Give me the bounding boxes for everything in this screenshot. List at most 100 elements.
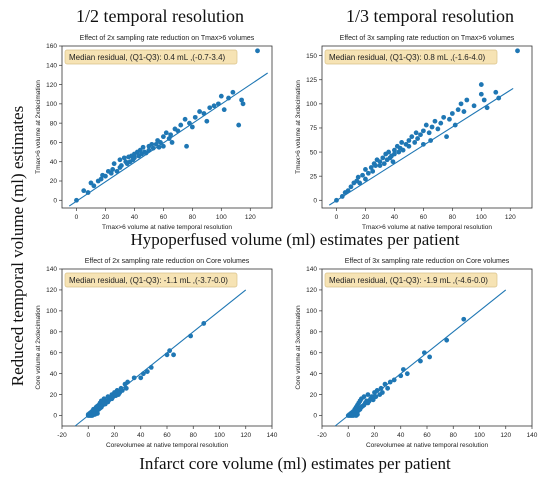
y-tick-label: 75 — [310, 125, 318, 132]
y-axis-label: Core volume at 3xdecimation — [295, 305, 302, 390]
data-point — [339, 194, 345, 199]
data-point — [175, 128, 181, 134]
column-title-third: 1/3 temporal resolution — [346, 6, 514, 26]
data-point — [392, 147, 397, 153]
data-point — [478, 91, 484, 97]
x-tick-label: 40 — [137, 432, 145, 439]
data-point — [187, 120, 192, 126]
data-point — [114, 168, 120, 174]
data-point — [131, 375, 137, 381]
chart-panel-tmax-2x: Effect of 2x sampling rate reduction on … — [35, 35, 273, 231]
data-point — [226, 95, 231, 101]
data-point — [355, 174, 361, 180]
data-point — [382, 381, 388, 387]
data-point — [201, 321, 207, 326]
y-tick-label: 100 — [46, 101, 57, 108]
y-tick-label: 60 — [310, 350, 318, 357]
data-point — [496, 95, 502, 101]
data-point — [478, 82, 484, 87]
data-point — [182, 116, 188, 122]
data-point — [378, 385, 384, 391]
data-point — [221, 107, 227, 113]
data-point — [160, 143, 166, 149]
y-tick-label: 0 — [53, 413, 57, 420]
data-point — [409, 134, 415, 140]
y-tick-label: 25 — [310, 173, 318, 180]
chart-panel-core-3x: Effect of 3x sampling rate reduction on … — [295, 258, 538, 449]
data-point — [146, 147, 152, 153]
shared-y-axis-label: Reduced temporal volume (ml) estimates — [8, 105, 27, 387]
x-tick-label: 0 — [75, 214, 79, 221]
data-point — [435, 126, 441, 132]
data-point — [144, 369, 150, 374]
data-point — [360, 172, 365, 178]
y-tick-label: 40 — [50, 159, 58, 166]
data-point — [148, 364, 154, 370]
data-point — [207, 105, 213, 111]
data-point — [149, 141, 155, 147]
x-tick-label: 80 — [190, 432, 198, 439]
data-point — [493, 89, 499, 95]
data-point — [392, 151, 397, 157]
data-point — [121, 155, 127, 161]
data-point — [471, 103, 477, 109]
y-tick-label: 140 — [46, 62, 57, 69]
y-tick-label: 20 — [310, 392, 318, 399]
data-point — [110, 167, 116, 172]
x-tick-label: 60 — [160, 214, 168, 221]
x-tick-label: 20 — [371, 432, 379, 439]
data-point — [391, 377, 397, 383]
data-point — [140, 371, 146, 377]
data-point — [377, 163, 383, 168]
y-tick-label: 140 — [46, 266, 57, 273]
data-point — [119, 388, 125, 393]
data-point — [158, 140, 163, 145]
x-axis-label: Tmax>6 volume at native temporal resolut… — [362, 224, 492, 231]
data-point — [447, 116, 452, 122]
data-point — [406, 138, 412, 143]
data-point — [123, 385, 129, 391]
data-point — [117, 157, 123, 163]
data-point — [379, 390, 385, 395]
data-point — [216, 101, 221, 107]
x-tick-label: 140 — [267, 432, 278, 439]
data-point — [91, 183, 97, 189]
y-tick-label: 150 — [306, 53, 317, 60]
data-point — [380, 155, 386, 161]
y-axis-label: Tmax>6 volume at 2xdecimation — [35, 80, 42, 174]
data-point — [74, 197, 79, 203]
plot-frame — [321, 268, 533, 427]
median-residual-annotation: Median residual, (Q1-Q3): 0.4 mL ,(-0.7-… — [69, 53, 226, 62]
data-point — [444, 337, 450, 343]
data-point — [189, 124, 195, 130]
data-point — [386, 149, 392, 155]
data-point — [95, 411, 100, 416]
x-tick-label: 20 — [111, 432, 119, 439]
y-tick-label: 0 — [313, 413, 317, 420]
median-residual-annotation: Median residual, (Q1-Q3): 0.8 mL ,(-1.6-… — [329, 53, 486, 62]
data-point — [363, 176, 368, 182]
y-tick-label: 100 — [46, 308, 57, 315]
x-tick-label: -20 — [317, 432, 327, 439]
data-point — [412, 140, 418, 145]
y-tick-label: 40 — [310, 371, 318, 378]
regression-line — [328, 87, 514, 206]
x-tick-label: 40 — [131, 214, 139, 221]
x-tick-label: 100 — [214, 432, 225, 439]
row-label-infarct-core: Infarct core volume (ml) estimates per p… — [139, 454, 451, 473]
data-point — [373, 163, 378, 168]
data-point — [438, 120, 444, 126]
data-point — [192, 114, 198, 120]
data-point — [515, 48, 520, 54]
data-point — [204, 118, 210, 124]
data-point — [423, 122, 429, 128]
data-point — [363, 167, 368, 172]
plot-frame — [321, 45, 533, 209]
data-point — [464, 97, 470, 103]
plot-frame — [61, 45, 273, 209]
plot-frame — [61, 268, 273, 427]
x-axis-label: Tmax>6 volume at native temporal resolut… — [102, 224, 232, 231]
data-point — [166, 136, 172, 141]
data-point — [461, 109, 467, 114]
chart-title: Effect of 3x sampling rate reduction on … — [345, 258, 510, 265]
